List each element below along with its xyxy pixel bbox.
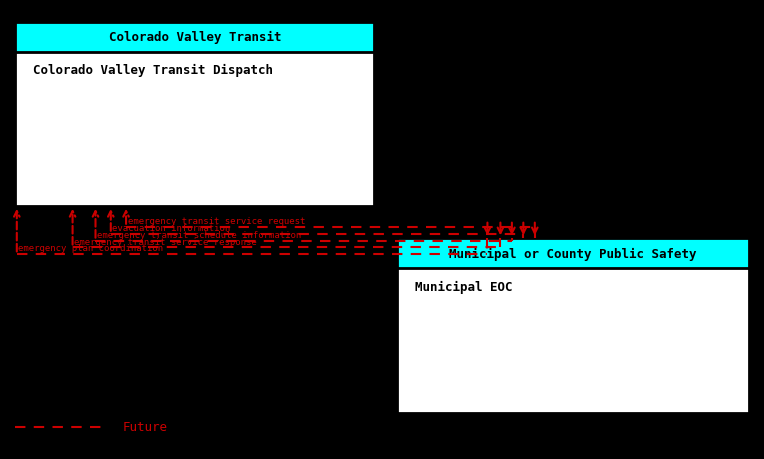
Text: emergency transit schedule information: emergency transit schedule information (97, 230, 301, 239)
Text: Municipal EOC: Municipal EOC (415, 280, 513, 293)
FancyBboxPatch shape (397, 239, 749, 269)
Text: Colorado Valley Transit Dispatch: Colorado Valley Transit Dispatch (34, 64, 274, 77)
Text: Municipal or County Public Safety: Municipal or County Public Safety (449, 247, 697, 260)
FancyBboxPatch shape (15, 23, 374, 53)
Text: Colorado Valley Transit: Colorado Valley Transit (108, 31, 281, 45)
FancyBboxPatch shape (15, 23, 374, 207)
Text: emergency plan coordination: emergency plan coordination (18, 244, 163, 253)
FancyBboxPatch shape (397, 239, 749, 413)
Text: emergency transit service response: emergency transit service response (74, 237, 257, 246)
Text: evacuation information: evacuation information (112, 223, 231, 232)
Text: emergency transit service request: emergency transit service request (128, 216, 305, 225)
Text: Future: Future (122, 420, 167, 433)
